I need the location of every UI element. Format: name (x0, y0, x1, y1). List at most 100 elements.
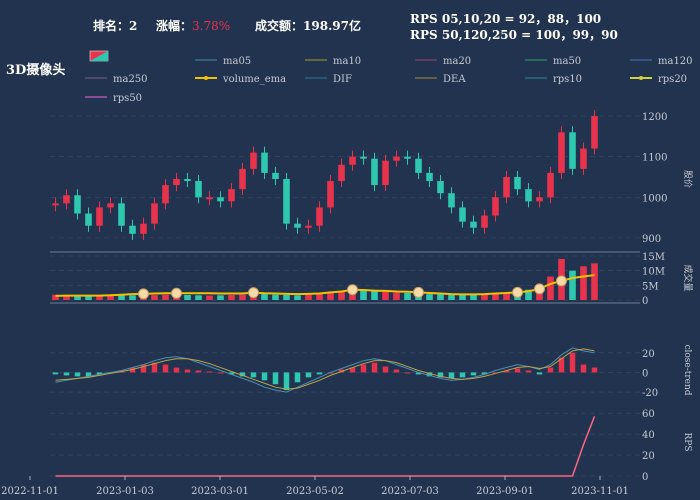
volume-bar (239, 294, 246, 300)
volume-bar (206, 295, 213, 300)
legend-label-ma10: ma10 (333, 56, 361, 67)
ytick-p0-2: 1100 (642, 153, 667, 164)
legend-label-rps50: rps50 (113, 93, 142, 104)
macd-bar (459, 372, 466, 378)
turnover-label: 成交额：198.97亿 (255, 17, 361, 34)
candle (415, 158, 422, 173)
candle (404, 156, 411, 159)
ytick-p0-1: 1000 (642, 193, 667, 204)
candle (294, 223, 301, 228)
volume-bar (459, 295, 466, 300)
volume-bar (382, 291, 389, 300)
volume-bar (404, 292, 411, 300)
candle (85, 213, 92, 226)
macd-bar (261, 372, 268, 381)
volume-ema-marker (171, 287, 182, 299)
candle (206, 197, 213, 200)
legend-label-DEA: DEA (443, 74, 466, 85)
candle (228, 189, 235, 202)
macd-bar (294, 372, 301, 383)
volume-bar (316, 294, 323, 300)
macd-bar (63, 372, 70, 376)
macd-bar (580, 364, 587, 373)
volume-bar (481, 294, 488, 300)
candle (536, 197, 543, 202)
volume-ema-marker (512, 286, 523, 298)
dea-line (55, 348, 595, 390)
volume-bar (107, 295, 114, 300)
macd-bar (217, 372, 224, 374)
ytick-p1-3: 15M (642, 252, 665, 263)
xtick-label-0: 2022-11-01 (1, 486, 59, 497)
macd-bar (514, 368, 521, 373)
xtick-label-2: 2023-03-01 (191, 486, 249, 497)
volume-bar (591, 263, 598, 300)
legend-label-rps10: rps10 (553, 74, 582, 85)
candle (162, 185, 169, 204)
macd-bar (195, 370, 202, 373)
candle (481, 215, 488, 228)
volume-bar (569, 270, 576, 300)
candle (129, 225, 136, 234)
xtick-label-5: 2023-09-01 (476, 486, 534, 497)
macd-bar (140, 364, 147, 373)
volume-ema-marker (347, 284, 358, 296)
candle (591, 116, 598, 149)
candle (492, 197, 499, 216)
candle (503, 176, 510, 198)
legend-label-ma20: ma20 (443, 56, 471, 67)
macd-bar (536, 372, 543, 375)
macd-bar (206, 371, 213, 373)
legend-label-ma05: ma05 (223, 56, 251, 67)
candle (74, 195, 81, 214)
macd-bar (591, 367, 598, 373)
volume-bar (426, 294, 433, 300)
candle (52, 203, 59, 206)
candle (338, 164, 345, 182)
xtick-label-4: 2023-07-03 (381, 486, 439, 497)
turnover-value: 198.97亿 (303, 19, 361, 33)
ylabel-p2: close-trend (682, 344, 692, 395)
candle (393, 156, 400, 161)
ytick-p1-0: 0 (642, 296, 648, 307)
volume-bar (393, 292, 400, 300)
xtick-label-3: 2023-05-02 (286, 486, 344, 497)
candle (283, 179, 290, 224)
xtick-label-6: 2023-11-01 (571, 486, 629, 497)
change-label-text: 涨幅： (156, 19, 193, 33)
stock-name: 3D摄像头 (6, 63, 66, 78)
rps-line-1: RPS 05,10,20 = 92，88，100 (410, 12, 602, 26)
volume-bar (371, 290, 378, 300)
volume-bar (162, 294, 169, 300)
legend-label-volume_ema: volume_ema (222, 74, 286, 85)
candle (195, 181, 202, 198)
volume-bar (327, 292, 334, 300)
candle (525, 189, 532, 202)
candle (470, 221, 477, 228)
xtick-label-1: 2023-01-03 (96, 486, 154, 497)
volume-bar (85, 296, 92, 300)
macd-bar (349, 367, 356, 373)
candle (107, 203, 114, 208)
candle (569, 132, 576, 169)
volume-bar (261, 294, 268, 300)
macd-bar (426, 372, 433, 377)
ytick-p2-1: 0 (642, 368, 648, 379)
volume-bar (129, 295, 136, 300)
macd-bar (437, 372, 444, 378)
volume-bar (283, 295, 290, 300)
volume-bar (74, 295, 81, 300)
ytick-p2-2: 20 (642, 349, 655, 360)
candle (558, 132, 565, 173)
volume-bar (470, 294, 477, 300)
legend-candle-swatch-down (90, 51, 108, 61)
volume-bar (63, 295, 70, 300)
volume-ema-marker (413, 286, 424, 298)
ytick-p1-2: 10M (642, 267, 665, 278)
volume-bar (195, 295, 202, 300)
candle (96, 207, 103, 226)
volume-bar (580, 266, 587, 300)
volume-bar (525, 289, 532, 300)
legend-label-ma250: ma250 (113, 74, 148, 85)
volume-ema-marker (248, 287, 259, 299)
